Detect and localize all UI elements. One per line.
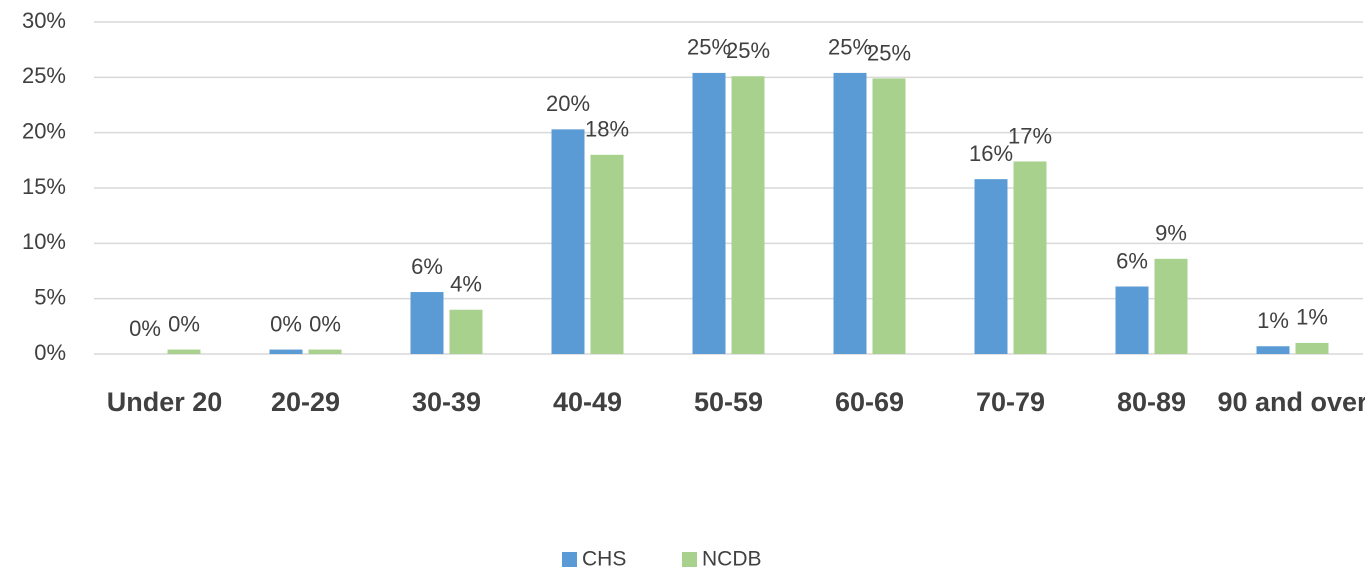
y-tick-label: 25%	[22, 63, 66, 88]
data-label: 0%	[309, 311, 341, 336]
x-tick-label: 70-79	[975, 387, 1046, 417]
bar	[1013, 161, 1047, 354]
y-tick-label: 5%	[34, 284, 66, 309]
y-tick-label: 15%	[22, 174, 66, 199]
data-label: 1%	[1296, 305, 1328, 330]
legend-swatch	[562, 552, 577, 567]
bar	[449, 309, 483, 354]
y-tick-label: 10%	[22, 229, 66, 254]
data-label: 0%	[129, 316, 161, 341]
legend-label: NCDB	[702, 548, 762, 571]
x-tick-label: 50-59	[693, 387, 764, 417]
bar	[1115, 286, 1149, 354]
x-tick-label: 40-49	[552, 387, 623, 417]
data-label: 0%	[270, 311, 302, 336]
data-label: 9%	[1155, 221, 1187, 246]
y-tick-label: 20%	[22, 118, 66, 143]
data-label: 4%	[450, 272, 482, 297]
data-label: 6%	[411, 254, 443, 279]
x-tick-label: 80-89	[1116, 387, 1187, 417]
data-label: 25%	[687, 35, 731, 60]
data-label: 25%	[726, 38, 770, 63]
data-label: 17%	[1008, 123, 1052, 148]
bar	[1154, 258, 1188, 354]
bar	[872, 78, 906, 354]
data-label: 16%	[969, 141, 1013, 166]
bar	[551, 129, 585, 354]
bar	[692, 72, 726, 354]
data-label: 6%	[1116, 248, 1148, 273]
bar	[974, 179, 1008, 354]
x-tick-label: 30-39	[411, 387, 482, 417]
y-tick-label: 30%	[22, 8, 66, 33]
bar	[833, 72, 867, 354]
legend-label: CHS	[582, 548, 626, 571]
data-label: 25%	[828, 35, 872, 60]
x-tick-label: Under 20	[106, 387, 223, 417]
bar	[269, 349, 303, 354]
bar	[590, 154, 624, 354]
bar	[1256, 346, 1290, 354]
data-label: 20%	[546, 91, 590, 116]
data-label: 18%	[585, 117, 629, 142]
x-tick-label: 60-69	[834, 387, 905, 417]
data-label: 25%	[867, 40, 911, 65]
x-tick-label: 90 and over	[1217, 387, 1365, 417]
data-label: 0%	[168, 311, 200, 336]
data-label: 1%	[1257, 308, 1289, 333]
bar	[1295, 342, 1329, 354]
x-tick-label: 20-29	[270, 387, 341, 417]
bar	[308, 349, 342, 354]
bar	[731, 76, 765, 354]
y-tick-label: 0%	[34, 340, 66, 365]
bar	[410, 292, 444, 354]
bar	[167, 349, 201, 354]
legend-swatch	[682, 552, 697, 567]
